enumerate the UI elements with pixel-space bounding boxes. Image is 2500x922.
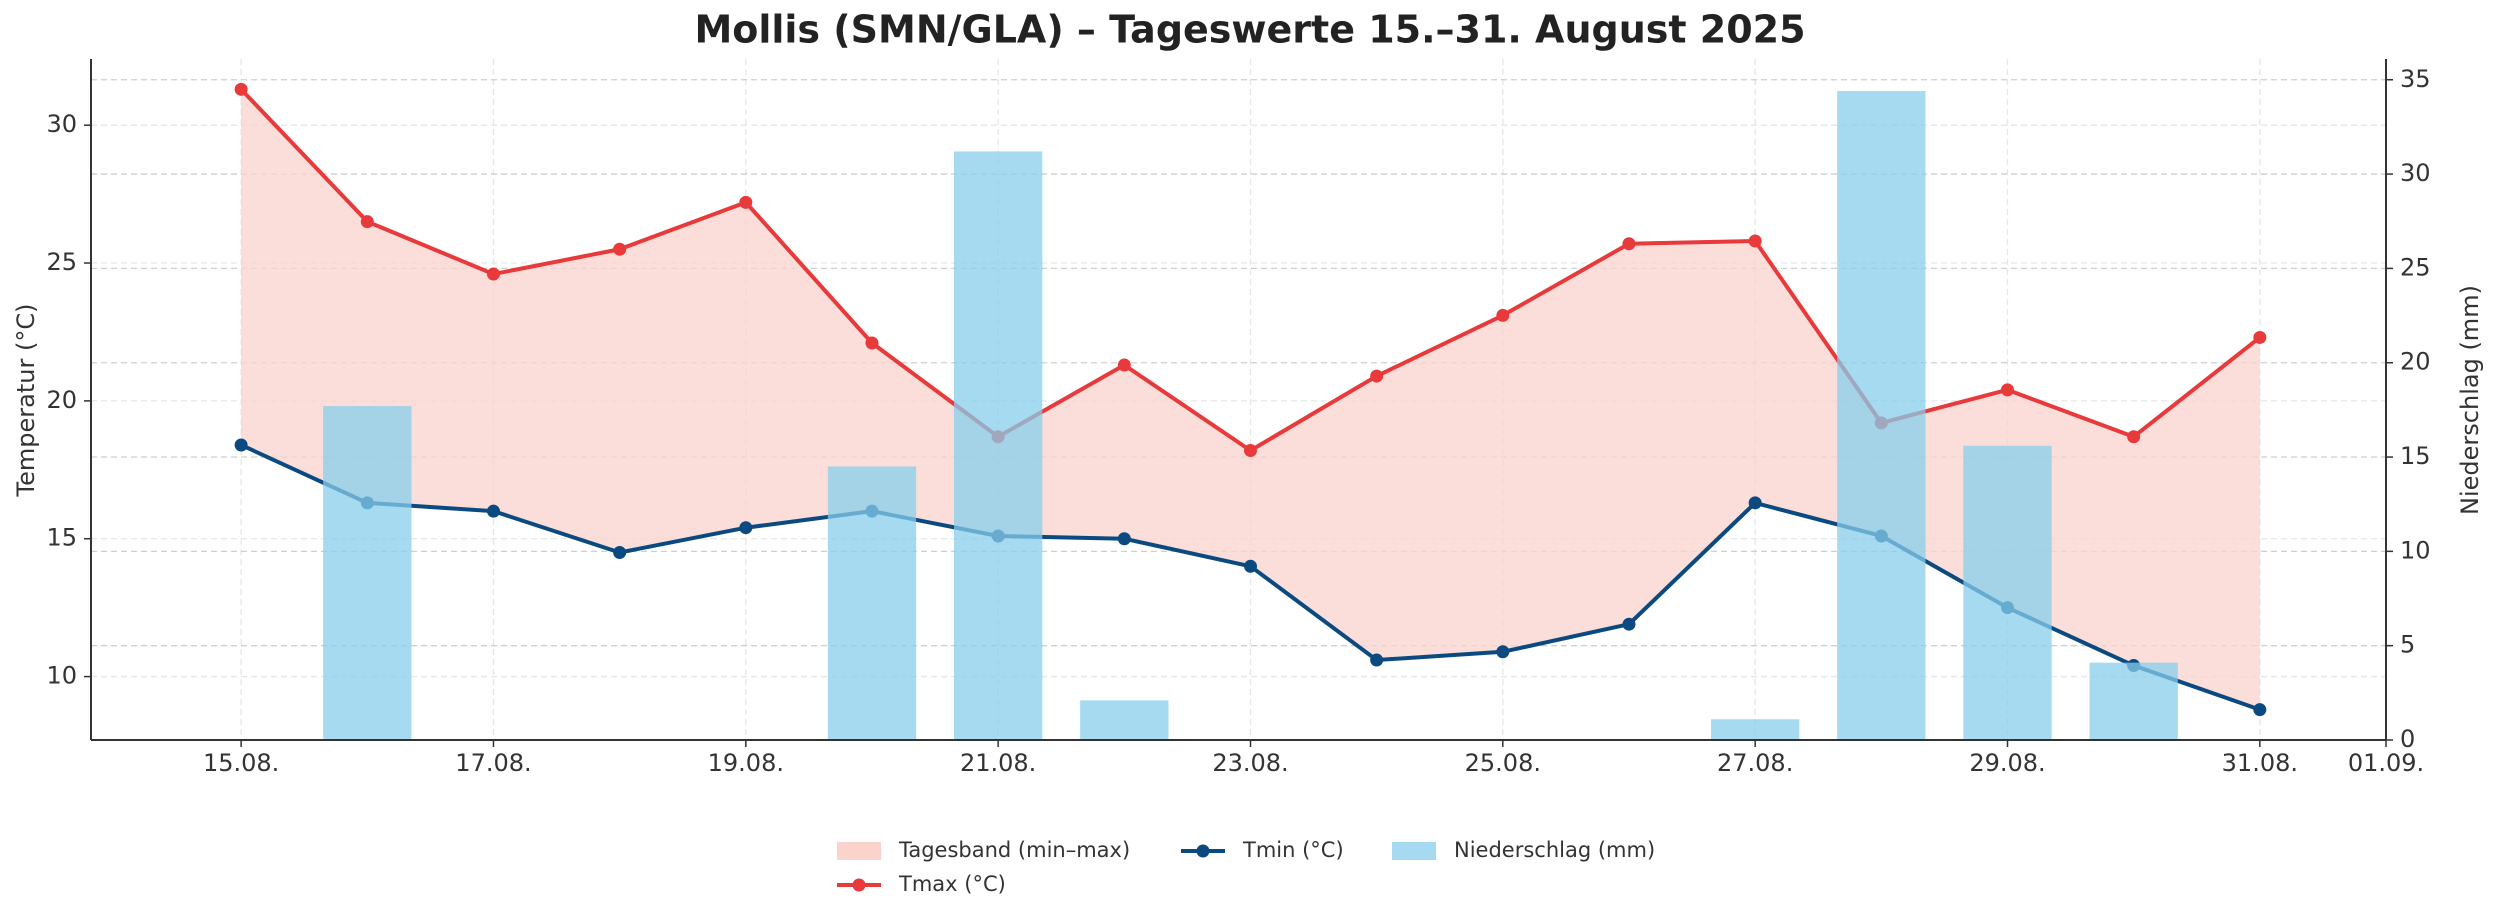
y-axis-label: Temperatur (°C) bbox=[12, 304, 40, 498]
bar bbox=[827, 466, 917, 740]
x-tick-label: 23.08. bbox=[1212, 749, 1288, 777]
y2-tick-label: 5 bbox=[2400, 631, 2415, 659]
line-marker bbox=[1117, 532, 1131, 546]
y-tick-label: 15 bbox=[46, 524, 77, 552]
line-marker bbox=[360, 215, 374, 229]
line-marker bbox=[1748, 234, 1762, 248]
y2-tick-label: 35 bbox=[2400, 65, 2431, 93]
y2-tick-label: 30 bbox=[2400, 159, 2431, 187]
line-marker bbox=[2000, 383, 2014, 397]
x-tick-label: 01.09. bbox=[2348, 749, 2424, 777]
y2-tick-label: 15 bbox=[2400, 442, 2431, 470]
y2-axis-label: Niederschlag (mm) bbox=[2456, 285, 2484, 515]
line-marker bbox=[739, 521, 753, 535]
legend-label: Tmax (°C) bbox=[898, 872, 1006, 896]
legend-label: Tagesband (min–max) bbox=[898, 838, 1130, 862]
line-marker bbox=[1622, 237, 1636, 251]
line-marker bbox=[1622, 617, 1636, 631]
line-marker bbox=[1748, 496, 1762, 510]
y-tick-label: 20 bbox=[46, 386, 77, 414]
bar bbox=[1080, 700, 1169, 740]
x-tick-label: 19.08. bbox=[708, 749, 784, 777]
line-marker bbox=[739, 195, 753, 209]
line-marker bbox=[2127, 430, 2141, 444]
bar bbox=[1837, 91, 1926, 740]
bar bbox=[323, 406, 412, 740]
chart-title: Mollis (SMN/GLA) – Tageswerte 15.–31. Au… bbox=[694, 8, 1805, 52]
x-tick-label: 29.08. bbox=[1969, 749, 2045, 777]
line-marker bbox=[1243, 559, 1257, 573]
line-marker bbox=[865, 336, 879, 350]
bar bbox=[2089, 662, 2178, 740]
line-marker bbox=[1370, 653, 1384, 667]
bar bbox=[953, 151, 1043, 740]
x-tick-label: 27.08. bbox=[1717, 749, 1793, 777]
y2-tick-label: 20 bbox=[2400, 348, 2431, 376]
x-tick-label: 25.08. bbox=[1465, 749, 1541, 777]
bar bbox=[1711, 719, 1800, 740]
line-marker bbox=[486, 267, 500, 281]
line-marker bbox=[2253, 703, 2267, 717]
line-marker bbox=[2253, 330, 2267, 344]
legend-marker bbox=[852, 878, 866, 892]
x-tick-label: 17.08. bbox=[455, 749, 531, 777]
line-marker bbox=[486, 504, 500, 518]
line-marker bbox=[1243, 444, 1257, 458]
legend-label: Tmin (°C) bbox=[1242, 838, 1344, 862]
x-tick-label: 21.08. bbox=[960, 749, 1036, 777]
line-marker bbox=[1496, 645, 1510, 659]
y2-tick-label: 25 bbox=[2400, 253, 2431, 281]
y-tick-label: 10 bbox=[46, 662, 77, 690]
line-marker bbox=[1496, 308, 1510, 322]
bar bbox=[1963, 445, 2052, 740]
legend: Tagesband (min–max) Tmax (°C) Tmin (°C) Nie… bbox=[837, 838, 1655, 896]
y-tick-label: 25 bbox=[46, 248, 77, 276]
x-tick-label: 15.08. bbox=[203, 749, 279, 777]
y-tick-label: 30 bbox=[46, 110, 77, 138]
line-marker bbox=[613, 546, 627, 560]
legend-label: Niederschlag (mm) bbox=[1454, 838, 1655, 862]
y2-tick-label: 0 bbox=[2400, 725, 2415, 753]
legend-swatch bbox=[1392, 842, 1436, 860]
legend-marker bbox=[1196, 844, 1210, 858]
line-marker bbox=[1117, 358, 1131, 372]
line-marker bbox=[234, 438, 248, 452]
x-tick-label: 31.08. bbox=[2222, 749, 2298, 777]
line-marker bbox=[234, 82, 248, 96]
y2-tick-label: 10 bbox=[2400, 536, 2431, 564]
legend-swatch bbox=[837, 842, 881, 860]
line-marker bbox=[1370, 369, 1384, 383]
line-marker bbox=[613, 242, 627, 256]
